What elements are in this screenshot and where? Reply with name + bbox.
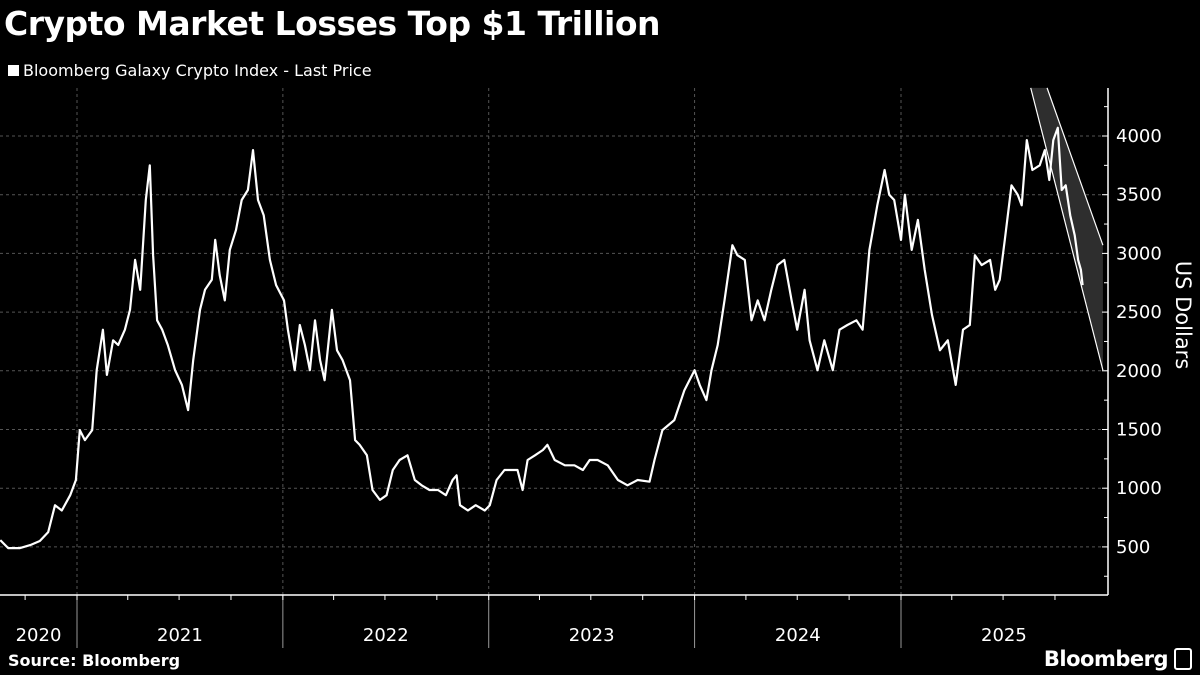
y-tick-label: 2500 [1116,302,1162,323]
source-note: Source: Bloomberg [8,651,181,670]
legend: Bloomberg Galaxy Crypto Index - Last Pri… [8,61,372,80]
y-tick-label: 500 [1116,537,1150,558]
legend-swatch [8,65,19,76]
x-tick-label: 2024 [775,625,821,646]
channel-upper-line [1046,87,1104,246]
x-tick-label: 2022 [363,625,409,646]
y-axis-label: US Dollars [1171,261,1195,370]
x-tick-label: 2023 [569,625,615,646]
y-tick-label: 3000 [1116,243,1162,264]
y-tick-label: 1500 [1116,420,1162,441]
legend-label: Bloomberg Galaxy Crypto Index - Last Pri… [23,61,372,80]
y-tick-label: 4000 [1116,126,1162,147]
brand-name: Bloomberg [1043,647,1169,671]
y-tick-label: 2000 [1116,361,1162,382]
series-line [0,126,1084,550]
y-tick-label: 3500 [1116,185,1162,206]
bloomberg-logo: Bloomberg [1044,647,1192,671]
x-tick-label: 2020 [16,625,62,646]
x-tick-label: 2021 [157,625,203,646]
y-tick-label: 1000 [1116,478,1162,499]
bloomberg-terminal-icon [1174,648,1192,670]
x-tick-label: 2025 [981,625,1027,646]
chart-title: Crypto Market Losses Top $1 Trillion [4,4,661,43]
channel-lower-line [1030,87,1104,371]
